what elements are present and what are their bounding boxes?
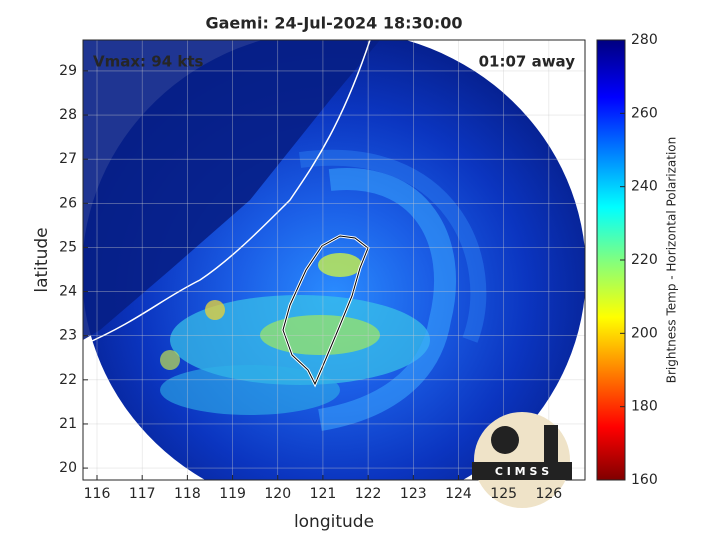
colorbar-label: Brightness Temp - Horizontal Polarizatio…: [665, 137, 679, 384]
annotation: Vmax: 94 kts: [93, 53, 203, 71]
y-tick-label: 26: [59, 195, 77, 211]
x-tick-label: 122: [355, 486, 382, 502]
x-tick-label: 123: [400, 486, 427, 502]
x-tick-label: 126: [535, 486, 562, 502]
y-tick-label: 20: [59, 460, 77, 476]
y-tick-label: 28: [59, 107, 77, 123]
y-tick-label: 29: [59, 63, 77, 79]
y-tick-label: 25: [59, 239, 77, 255]
x-tick-label: 120: [264, 486, 291, 502]
colorbar-tick-label: 160: [631, 472, 658, 488]
x-tick-label: 117: [129, 486, 156, 502]
x-tick-label: 124: [445, 486, 472, 502]
y-tick-label: 21: [59, 416, 77, 432]
colorbar-tick-label: 240: [631, 179, 658, 195]
colorbar-tick-label: 220: [631, 252, 658, 268]
chart-title: Gaemi: 24-Jul-2024 18:30:00: [206, 14, 463, 33]
x-tick-label: 118: [174, 486, 201, 502]
colorbar-tick-label: 180: [631, 399, 658, 415]
x-axis-label: longitude: [294, 512, 374, 532]
colorbar-tick-label: 280: [631, 32, 658, 48]
x-tick-label: 121: [310, 486, 337, 502]
x-tick-label: 116: [84, 486, 111, 502]
y-tick-label: 27: [59, 151, 77, 167]
y-tick-label: 24: [59, 284, 77, 300]
annotation: 01:07 away: [479, 53, 576, 71]
plot-frame: [82, 39, 586, 481]
colorbar-tick-label: 260: [631, 105, 658, 121]
y-tick-label: 23: [59, 328, 77, 344]
logo-text: C I M S S: [495, 465, 549, 478]
x-tick-label: 125: [490, 486, 517, 502]
y-tick-label: 22: [59, 372, 77, 388]
logo: C I M S S: [472, 412, 572, 508]
y-axis-label: latitude: [32, 227, 52, 292]
colorbar-tick-label: 200: [631, 325, 658, 341]
grid: [83, 40, 585, 480]
x-tick-label: 119: [219, 486, 246, 502]
